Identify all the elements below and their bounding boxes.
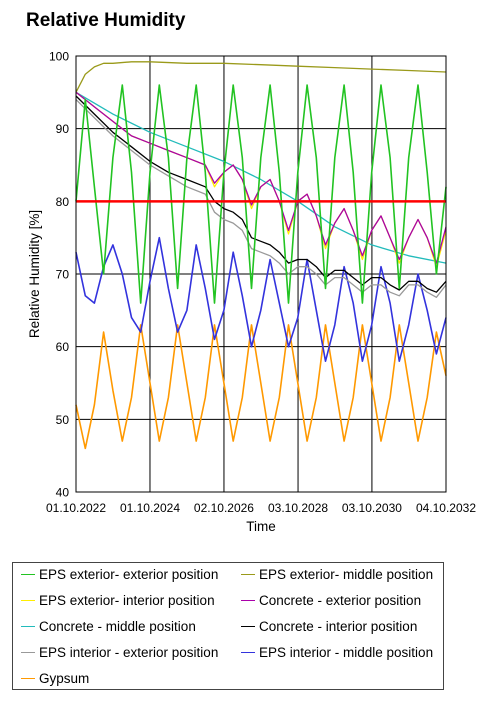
legend-swatch [21, 677, 35, 679]
series-line [75, 324, 447, 450]
legend-label: EPS exterior- middle position [259, 566, 434, 582]
series-line [75, 95, 447, 293]
plot-frame [75, 55, 447, 493]
y-tick-label: 70 [56, 268, 70, 282]
legend-label: EPS exterior- interior position [39, 592, 215, 608]
legend-swatch [241, 625, 255, 627]
legend-item: EPS exterior- exterior position [21, 565, 218, 583]
legend-item: EPS interior - middle position [241, 643, 433, 661]
x-tick-label: 04.10.2032 [416, 501, 476, 515]
x-tick-label: 03.10.2030 [342, 501, 402, 515]
legend-swatch [21, 651, 35, 653]
x-tick-label: 01.10.2024 [120, 501, 180, 515]
series-line [75, 84, 447, 304]
legend-swatch [241, 573, 255, 575]
series-line [75, 61, 447, 93]
legend-item: EPS exterior- middle position [241, 565, 433, 583]
legend-item: Gypsum [21, 669, 89, 687]
x-tick-label: 03.10.2028 [268, 501, 328, 515]
legend-swatch [241, 599, 255, 601]
x-axis-label: Time [246, 519, 276, 534]
legend-label: EPS exterior- exterior position [39, 566, 219, 582]
y-tick-label: 80 [56, 195, 70, 209]
y-tick-label: 60 [56, 340, 70, 354]
legend-label: Gypsum [39, 670, 90, 686]
legend-label: Concrete - interior position [259, 618, 418, 634]
legend-item: Concrete - exterior position [241, 591, 421, 609]
series-line [75, 99, 447, 298]
legend-label: EPS interior - exterior position [39, 644, 219, 660]
legend-swatch [21, 573, 35, 575]
y-tick-label: 100 [49, 50, 69, 64]
legend-swatch [21, 625, 35, 627]
chart-title: Relative Humidity [26, 10, 186, 31]
y-tick-label: 90 [56, 122, 70, 136]
legend-label: Concrete - middle position [39, 618, 196, 634]
legend-swatch [21, 599, 35, 601]
legend-item: Concrete - interior position [241, 617, 417, 635]
legend-label: EPS interior - middle position [259, 644, 434, 660]
x-tick-label: 01.10.2022 [46, 501, 106, 515]
y-tick-label: 50 [56, 413, 70, 427]
legend-label: Concrete - exterior position [259, 592, 422, 608]
legend-swatch [241, 651, 255, 653]
y-axis-label: Relative Humidity [%] [27, 210, 42, 338]
x-tick-label: 02.10.2026 [194, 501, 254, 515]
legend-item: EPS exterior- interior position [21, 591, 215, 609]
series-line [75, 91, 447, 264]
y-tick-label: 40 [56, 486, 70, 500]
legend-item: EPS interior - exterior position [21, 643, 218, 661]
legend-item: Concrete - middle position [21, 617, 196, 635]
chart-plot: 40 50 60 70 80 90 100 01.10.2022 01.10.2024 02.10… [27, 50, 476, 535]
legend: EPS exterior- exterior position EPS exter… [12, 562, 444, 690]
series-line [75, 236, 447, 363]
series-line [75, 91, 447, 264]
